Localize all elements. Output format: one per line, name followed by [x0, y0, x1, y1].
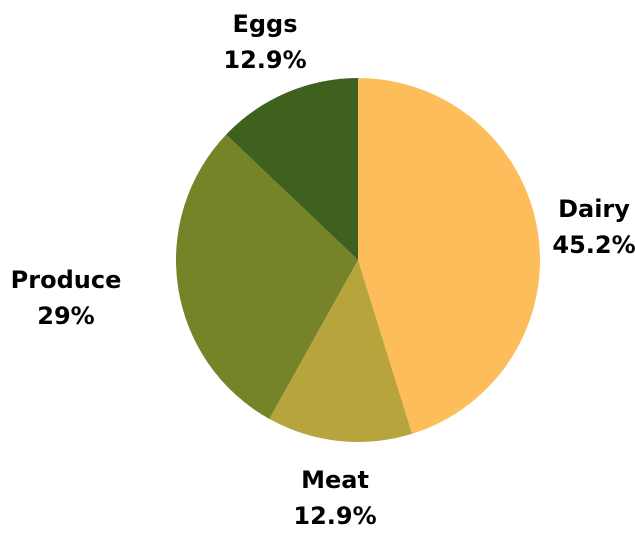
slice-eggs [226, 78, 358, 260]
label-produce-value: 29% [37, 302, 95, 330]
slice-dairy [358, 78, 540, 434]
label-meat: Meat 12.9% [293, 462, 376, 534]
label-eggs: Eggs 12.9% [223, 6, 306, 78]
label-produce: Produce 29% [11, 262, 122, 334]
label-dairy: Dairy 45.2% [552, 191, 635, 263]
label-eggs-value: 12.9% [223, 46, 307, 74]
label-dairy-name: Dairy [558, 195, 630, 223]
slice-produce [175, 134, 358, 419]
label-produce-name: Produce [10, 266, 122, 294]
label-eggs-name: Eggs [232, 10, 298, 38]
label-meat-value: 12.9% [293, 502, 377, 530]
label-meat-name: Meat [301, 466, 369, 494]
slice-meat [269, 260, 413, 442]
label-dairy-value: 45.2% [552, 231, 635, 259]
